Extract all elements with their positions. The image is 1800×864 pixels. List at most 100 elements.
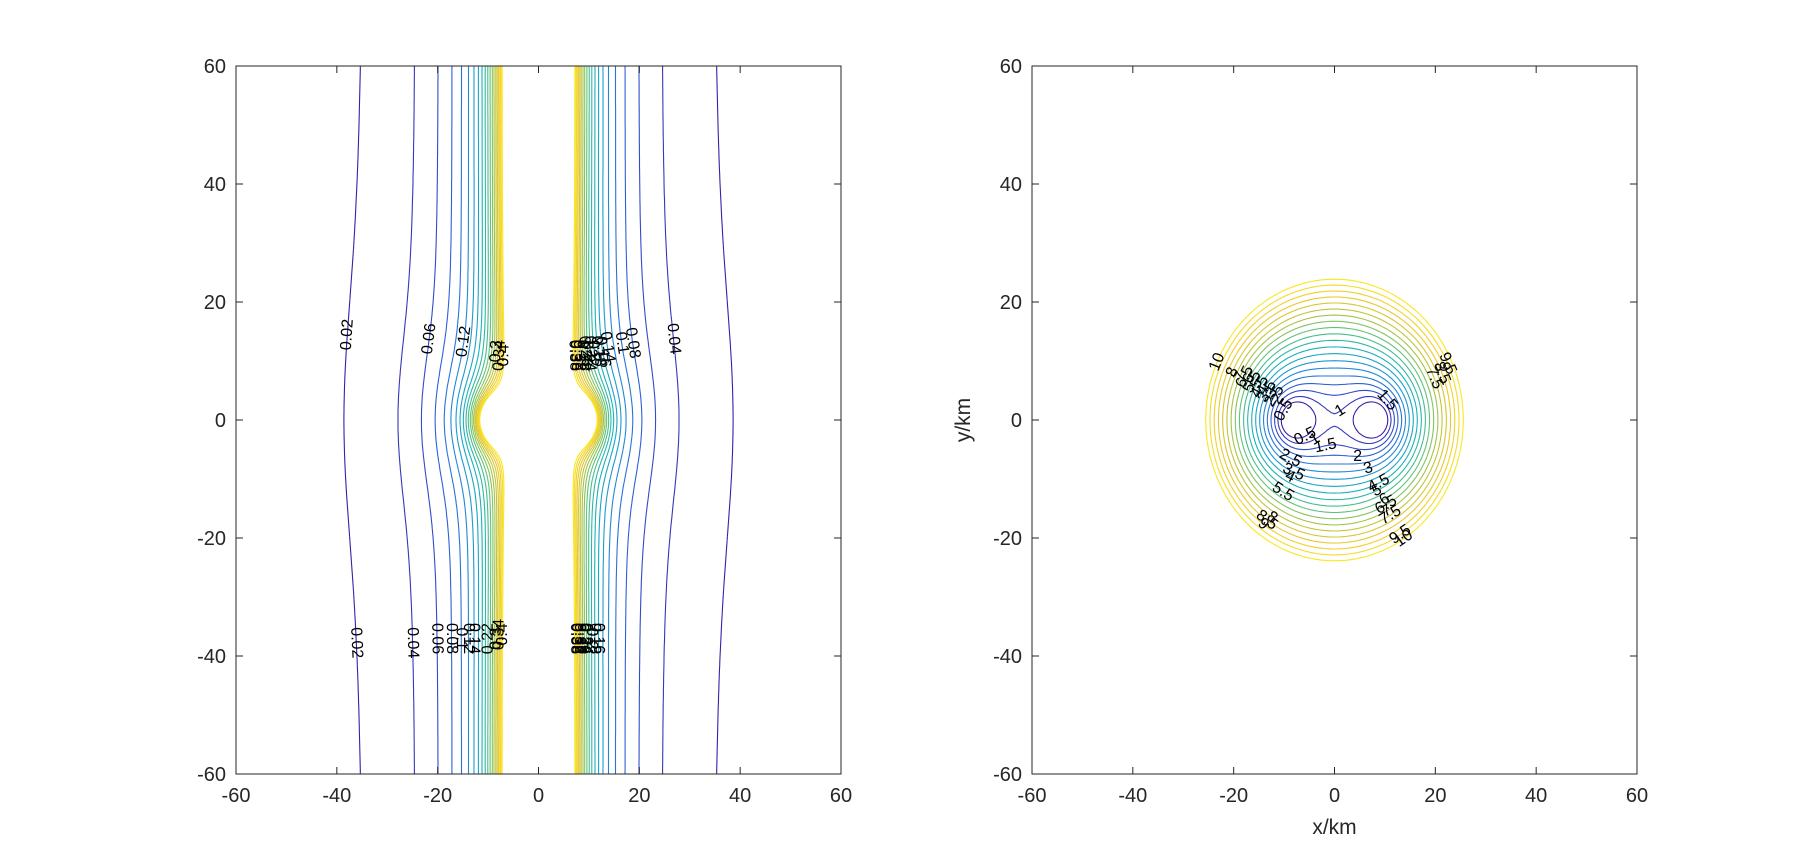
contour-label: 0.36 [568,623,585,654]
contour-label: 0.2 [584,339,604,363]
contour-line-0.22 [467,66,610,774]
contour-panel-1: 0.020.020.040.040.060.060.080.080.10.10.… [197,56,852,807]
contour-line-0.3 [474,66,603,774]
contour-line-8.5 [1217,296,1452,544]
contour-label: 0.12 [460,623,477,654]
x-tick-label: -20 [1219,785,1248,807]
x-axis-label: x/km [1312,816,1356,839]
contour-label: 0.12 [453,325,474,358]
y-tick-label: -40 [993,646,1022,668]
contour-label: 0.18 [586,623,603,654]
contour-line-0.08 [434,66,643,774]
contour-label: 0.32 [571,623,588,654]
y-axis-label: y/km [952,398,975,442]
contour-line-0.38 [478,66,599,774]
contour-label: 0.4 [494,623,511,645]
y-tick-label: -60 [993,764,1022,786]
contour-line-10 [1205,278,1464,562]
contour-lines [343,66,734,774]
contour-label: 0.14 [597,330,619,364]
contour-label: 0.22 [480,623,497,654]
contour-line-0.28 [472,66,605,774]
contour-label: 0.24 [578,340,599,373]
contour-label: 0.2 [583,627,600,649]
plot-area [1032,66,1637,774]
contour-line-7.5 [1226,308,1443,532]
x-tick-label: 0 [1329,785,1340,807]
contour-label: 0.36 [567,340,585,372]
y-tick-label: 20 [1000,292,1022,314]
contour-line-0.2 [465,66,612,774]
contour-line-9.5 [1209,284,1460,556]
contour-line-0.24 [469,66,608,774]
contour-label: 0.32 [570,339,589,371]
x-tick-label: 60 [830,785,852,807]
contour-line-1 [1277,395,1392,445]
x-tick-label: -60 [222,785,251,807]
contour-label: 0.38 [567,623,584,654]
y-tick-label: 60 [1000,56,1022,78]
contour-label: 0.14 [466,623,483,654]
y-tick-label: -20 [993,528,1022,550]
contour-line-5.5 [1243,333,1426,507]
contour-line-4 [1255,353,1414,487]
contour-panel-2: 0.50.5111.51.5222.52.5333.53.5444.54.555… [952,56,1648,839]
contour-line-3.5 [1259,360,1410,480]
contour-line-0.18 [462,66,615,774]
contour-label: 0.06 [419,322,440,355]
x-tick-label: -60 [1018,785,1047,807]
y-tick-label: 40 [204,174,226,196]
contour-line-1.5 [1274,389,1395,451]
y-tick-label: 0 [215,410,226,432]
plot-area [236,66,841,774]
y-tick-label: -20 [197,528,226,550]
contour-line-7 [1230,314,1439,526]
contour-lines [1205,278,1464,562]
contour-line-0.5 [1280,401,1389,439]
contour-label: 0.16 [592,335,614,369]
x-tick-label: 60 [1626,785,1648,807]
y-tick-label: 20 [204,292,226,314]
contour-line-0.12 [450,66,627,774]
contour-line-0.34 [476,66,601,774]
contour-label: 10 [1206,350,1228,373]
x-tick-label: 40 [1525,785,1547,807]
contour-line-9 [1213,290,1456,550]
contour-line-0.1 [443,66,634,774]
contour-label: 0.1 [453,627,470,649]
contour-label: 0.04 [404,627,422,659]
contour-labels: 0.020.020.040.040.060.060.080.080.10.10.… [338,318,684,658]
contour-line-0.26 [471,66,606,774]
x-tick-label: -40 [322,785,351,807]
contour-label: 0.3 [488,627,505,649]
x-tick-label: -40 [1118,785,1147,807]
contour-label: 2 [1353,448,1362,465]
contour-label: 0.28 [574,623,591,654]
contour-line-0.14 [455,66,622,774]
contour-label: 0.34 [490,339,509,371]
contour-label: 1.5 [1313,435,1338,456]
contour-label: 0.28 [573,339,593,372]
contour-label: 0.08 [443,623,460,654]
contour-label: 0.02 [338,318,357,350]
contour-line-0.02 [343,66,734,774]
contour-label: 0.24 [578,623,595,654]
contour-line-8 [1222,302,1447,538]
contour-line-5 [1247,339,1422,501]
contour-line-0.32 [475,66,602,774]
y-tick-label: 60 [204,56,226,78]
contour-line-6.5 [1234,320,1435,520]
contour-line-3 [1262,367,1407,473]
contour-label: 0.18 [587,335,608,368]
y-tick-label: -40 [197,646,226,668]
contour-label: 0.3 [487,340,505,363]
contour-label: 0.1 [612,331,632,356]
contour-label: 0.22 [581,335,602,368]
contour-label: 8.5 [1430,359,1454,386]
contour-label: 0.08 [622,326,643,359]
contour-label: 0.04 [663,322,683,355]
contour-label: 0.26 [576,623,593,654]
y-tick-label: 0 [1011,410,1022,432]
contour-label: 0.38 [566,340,584,372]
